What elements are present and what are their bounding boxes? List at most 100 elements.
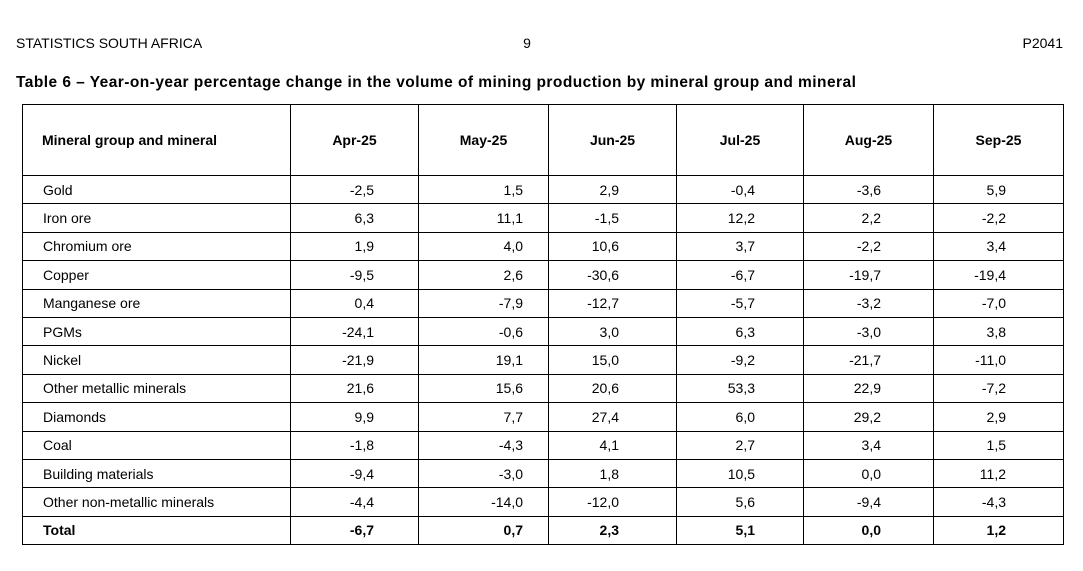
value-cell: 2,2 [803, 203, 934, 233]
value-cell: -3,0 [418, 458, 549, 489]
value-cell: 1,9 [290, 231, 419, 262]
value-cell: 3,7 [676, 231, 804, 262]
value-cell: -7,2 [933, 373, 1064, 404]
value-cell: -30,6 [548, 260, 677, 290]
value-cell: 19,1 [418, 345, 549, 375]
value-cell: 6,0 [676, 402, 804, 432]
column-header-month: Jul-25 [676, 104, 804, 176]
mining-production-table: Mineral group and mineral Apr-25 May-25 Jun… [22, 104, 1064, 546]
table-row: Chromium ore 1,9 4,0 10,6 3,7 -2,2 3,4 [22, 231, 1064, 262]
table-row: Copper -9,5 2,6 -30,6 -6,7 -19,7 -19,4 [22, 260, 1064, 290]
table-total-row: Total -6,7 0,7 2,3 5,1 0,0 1,2 [22, 515, 1064, 546]
value-cell: 11,2 [933, 458, 1064, 489]
value-cell: -7,9 [418, 288, 549, 318]
organisation-name: STATISTICS SOUTH AFRICA [16, 35, 203, 51]
value-cell: -12,7 [548, 288, 677, 318]
value-cell: -3,6 [803, 174, 934, 205]
value-cell: 0,0 [803, 515, 934, 546]
value-cell: 2,3 [548, 515, 677, 546]
table-row: Other metallic minerals 21,6 15,6 20,6 53,3 2… [22, 373, 1064, 404]
column-header-month: Sep-25 [933, 104, 1064, 176]
value-cell: -9,4 [803, 487, 934, 517]
table-row: Other non-metallic minerals -4,4 -14,0 -12,… [22, 487, 1064, 517]
row-label: Building materials [22, 458, 291, 489]
value-cell: -9,5 [290, 260, 419, 290]
value-cell: 2,9 [933, 402, 1064, 432]
value-cell: 1,5 [418, 174, 549, 205]
value-cell: 1,5 [933, 430, 1064, 460]
value-cell: -19,7 [803, 260, 934, 290]
page-number: 9 [523, 35, 531, 51]
value-cell: 3,0 [548, 316, 677, 347]
value-cell: -0,4 [676, 174, 804, 205]
row-label: Coal [22, 430, 291, 460]
value-cell: 3,4 [803, 430, 934, 460]
table-header-row: Mineral group and mineral Apr-25 May-25 Jun… [22, 104, 1064, 176]
table-row: Iron ore 6,3 11,1 -1,5 12,2 2,2 -2,2 [22, 203, 1064, 233]
value-cell: -4,3 [418, 430, 549, 460]
value-cell: -1,8 [290, 430, 419, 460]
value-cell: -3,0 [803, 316, 934, 347]
value-cell: -9,2 [676, 345, 804, 375]
value-cell: 5,9 [933, 174, 1064, 205]
value-cell: -9,4 [290, 458, 419, 489]
value-cell: -4,3 [933, 487, 1064, 517]
value-cell: -6,7 [676, 260, 804, 290]
publication-code: P2041 [1022, 35, 1063, 51]
value-cell: 15,0 [548, 345, 677, 375]
table-row: Diamonds 9,9 7,7 27,4 6,0 29,2 2,9 [22, 402, 1064, 432]
value-cell: 21,6 [290, 373, 419, 404]
column-header-month: Apr-25 [290, 104, 419, 176]
table-row: Manganese ore 0,4 -7,9 -12,7 -5,7 -3,2 -7,0 [22, 288, 1064, 318]
value-cell: 0,7 [418, 515, 549, 546]
value-cell: 2,9 [548, 174, 677, 205]
table-row: Nickel -21,9 19,1 15,0 -9,2 -21,7 -11,0 [22, 345, 1064, 375]
value-cell: 9,9 [290, 402, 419, 432]
value-cell: 1,8 [548, 458, 677, 489]
value-cell: 27,4 [548, 402, 677, 432]
value-cell: -4,4 [290, 487, 419, 517]
row-label: Gold [22, 174, 291, 205]
table-row: Gold -2,5 1,5 2,9 -0,4 -3,6 5,9 [22, 174, 1064, 205]
row-label: Chromium ore [22, 231, 291, 262]
value-cell: 10,6 [548, 231, 677, 262]
value-cell: -2,2 [803, 231, 934, 262]
row-label: Diamonds [22, 402, 291, 432]
value-cell: -5,7 [676, 288, 804, 318]
value-cell: 15,6 [418, 373, 549, 404]
column-header-month: Jun-25 [548, 104, 677, 176]
value-cell: -2,2 [933, 203, 1064, 233]
table-row: Coal -1,8 -4,3 4,1 2,7 3,4 1,5 [22, 430, 1064, 460]
row-label: Nickel [22, 345, 291, 375]
value-cell: 3,4 [933, 231, 1064, 262]
table-row: Building materials -9,4 -3,0 1,8 10,5 0,0 11,2 [22, 458, 1064, 489]
value-cell: 1,2 [933, 515, 1064, 546]
value-cell: -21,9 [290, 345, 419, 375]
value-cell: -0,6 [418, 316, 549, 347]
value-cell: 11,1 [418, 203, 549, 233]
value-cell: -1,5 [548, 203, 677, 233]
value-cell: 5,1 [676, 515, 804, 546]
value-cell: 3,8 [933, 316, 1064, 347]
value-cell: 5,6 [676, 487, 804, 517]
row-label: Other metallic minerals [22, 373, 291, 404]
table-row: PGMs -24,1 -0,6 3,0 6,3 -3,0 3,8 [22, 316, 1064, 347]
value-cell: 20,6 [548, 373, 677, 404]
value-cell: -3,2 [803, 288, 934, 318]
value-cell: 0,4 [290, 288, 419, 318]
row-label: Iron ore [22, 203, 291, 233]
value-cell: 2,6 [418, 260, 549, 290]
row-label: Total [22, 515, 291, 546]
page-header: STATISTICS SOUTH AFRICA 9 P2041 [0, 34, 1083, 52]
row-label: Other non-metallic minerals [22, 487, 291, 517]
value-cell: 7,7 [418, 402, 549, 432]
value-cell: -6,7 [290, 515, 419, 546]
value-cell: -7,0 [933, 288, 1064, 318]
value-cell: 4,0 [418, 231, 549, 262]
value-cell: 10,5 [676, 458, 804, 489]
row-label: PGMs [22, 316, 291, 347]
value-cell: 4,1 [548, 430, 677, 460]
value-cell: -12,0 [548, 487, 677, 517]
table-title: Table 6 – Year-on-year percentage change… [16, 74, 857, 91]
value-cell: -24,1 [290, 316, 419, 347]
